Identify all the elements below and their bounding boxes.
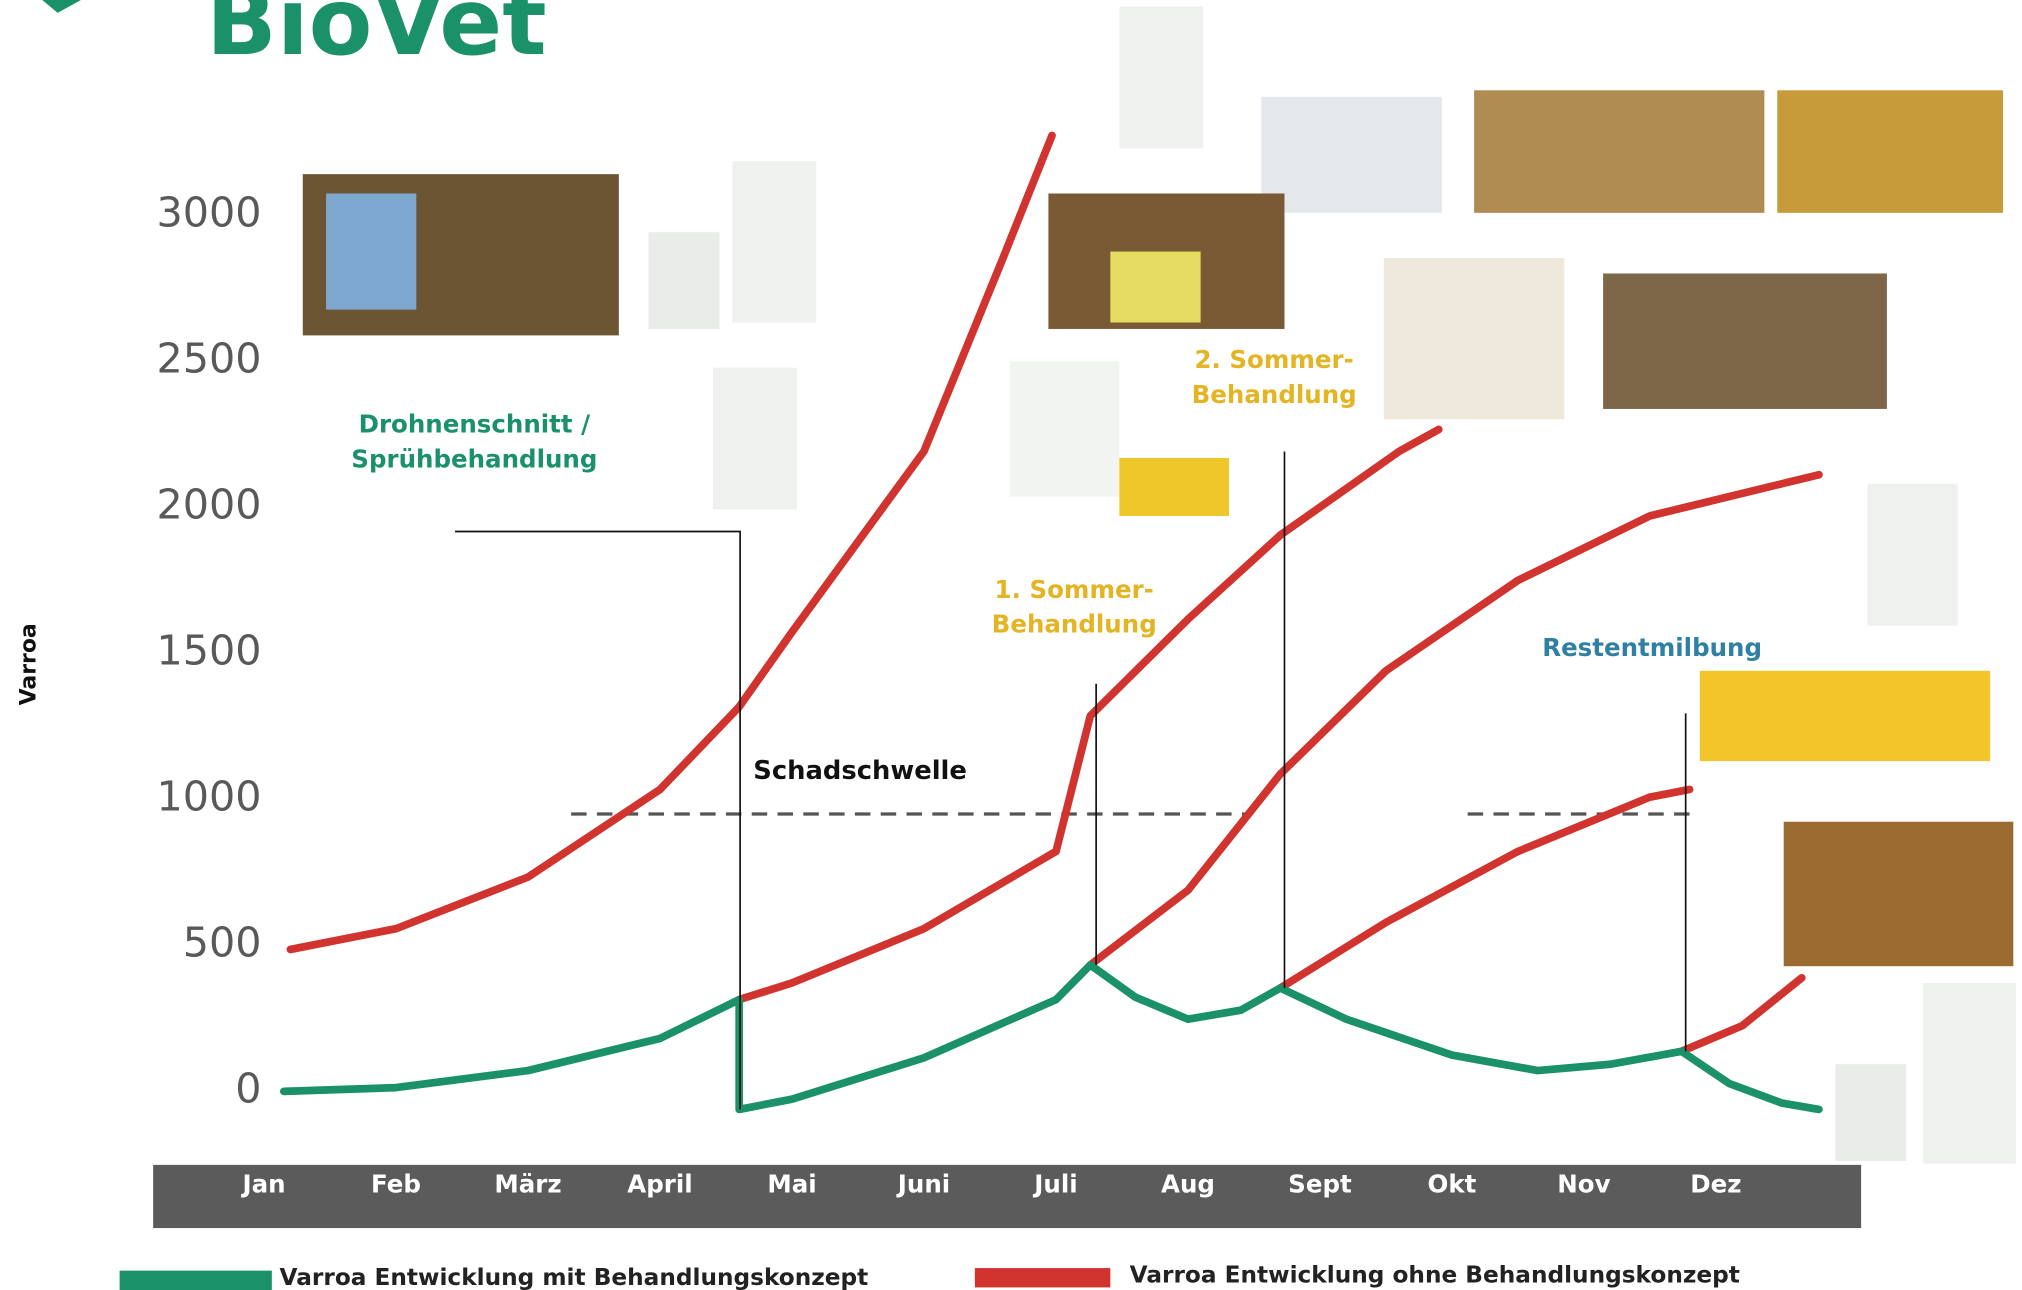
photo bbox=[1868, 484, 1958, 626]
annotation: Drohnenschnitt / bbox=[359, 410, 591, 439]
legend-swatch bbox=[975, 1268, 1110, 1287]
x-tick-label: Mai bbox=[767, 1170, 816, 1199]
annotation: Behandlung bbox=[992, 610, 1157, 639]
x-tick-label: März bbox=[494, 1170, 561, 1199]
y-tick-label: 0 bbox=[235, 1064, 261, 1112]
x-tick-label: Dez bbox=[1690, 1170, 1741, 1199]
x-tick-label: Nov bbox=[1557, 1170, 1610, 1199]
photo bbox=[732, 161, 816, 322]
photo bbox=[1784, 822, 2014, 966]
x-tick-label: Aug bbox=[1161, 1170, 1215, 1199]
photo bbox=[1119, 6, 1203, 148]
y-tick-label: 500 bbox=[183, 918, 262, 966]
annotation: Sprühbehandlung bbox=[351, 445, 597, 474]
x-tick-label: Juli bbox=[1032, 1170, 1077, 1199]
series-line bbox=[284, 965, 1819, 1109]
photo bbox=[1603, 273, 1887, 408]
logo: BioVet bbox=[206, 0, 547, 76]
x-tick-label: Jan bbox=[240, 1170, 285, 1199]
annotation: Behandlung bbox=[1192, 380, 1357, 409]
photo bbox=[1119, 458, 1229, 516]
threshold-label: Schadschwelle bbox=[753, 756, 967, 786]
photo bbox=[1700, 671, 1990, 761]
x-tick-label: April bbox=[627, 1170, 692, 1199]
y-tick-label: 3000 bbox=[156, 188, 261, 236]
y-tick-label: 1000 bbox=[156, 772, 261, 820]
chart: BioVet Varroa 0 500 1000 1500 2000 2500 3000 Ja… bbox=[0, 0, 2022, 1290]
y-tick-label: 2500 bbox=[156, 334, 261, 382]
photo bbox=[1474, 90, 1764, 213]
annotation: 1. Sommer- bbox=[995, 575, 1154, 604]
annotations: Schadschwelle Drohnenschnitt / Sprühbehand… bbox=[120, 345, 1762, 1290]
y-axis-label: Varroa bbox=[16, 623, 41, 705]
photo bbox=[1110, 252, 1200, 323]
photo bbox=[1010, 361, 1120, 496]
photo bbox=[1777, 90, 2003, 213]
y-tick-label: 1500 bbox=[156, 626, 261, 674]
annotation: Restentmilbung bbox=[1542, 633, 1762, 662]
photo bbox=[1835, 1064, 1906, 1161]
y-tick-label: 2000 bbox=[156, 480, 261, 528]
photo bbox=[326, 194, 416, 310]
legend-swatch bbox=[120, 1271, 272, 1290]
legend-label: Varroa Entwicklung ohne Behandlungskonze… bbox=[1130, 1261, 1740, 1288]
photo bbox=[649, 232, 720, 329]
x-tick-label: Sept bbox=[1288, 1170, 1352, 1199]
x-tick-label: Juni bbox=[896, 1170, 950, 1199]
legend-label: Varroa Entwicklung mit Behandlungskonzep… bbox=[280, 1264, 869, 1290]
annotation: 2. Sommer- bbox=[1195, 345, 1354, 374]
x-tick-label: Feb bbox=[371, 1170, 421, 1199]
photo bbox=[713, 368, 797, 510]
photo bbox=[1923, 983, 2016, 1164]
photo bbox=[1384, 258, 1565, 419]
x-tick-label: Okt bbox=[1428, 1170, 1477, 1199]
photos bbox=[303, 6, 2016, 1163]
logo-mark bbox=[42, 0, 81, 13]
photo bbox=[1261, 97, 1442, 213]
